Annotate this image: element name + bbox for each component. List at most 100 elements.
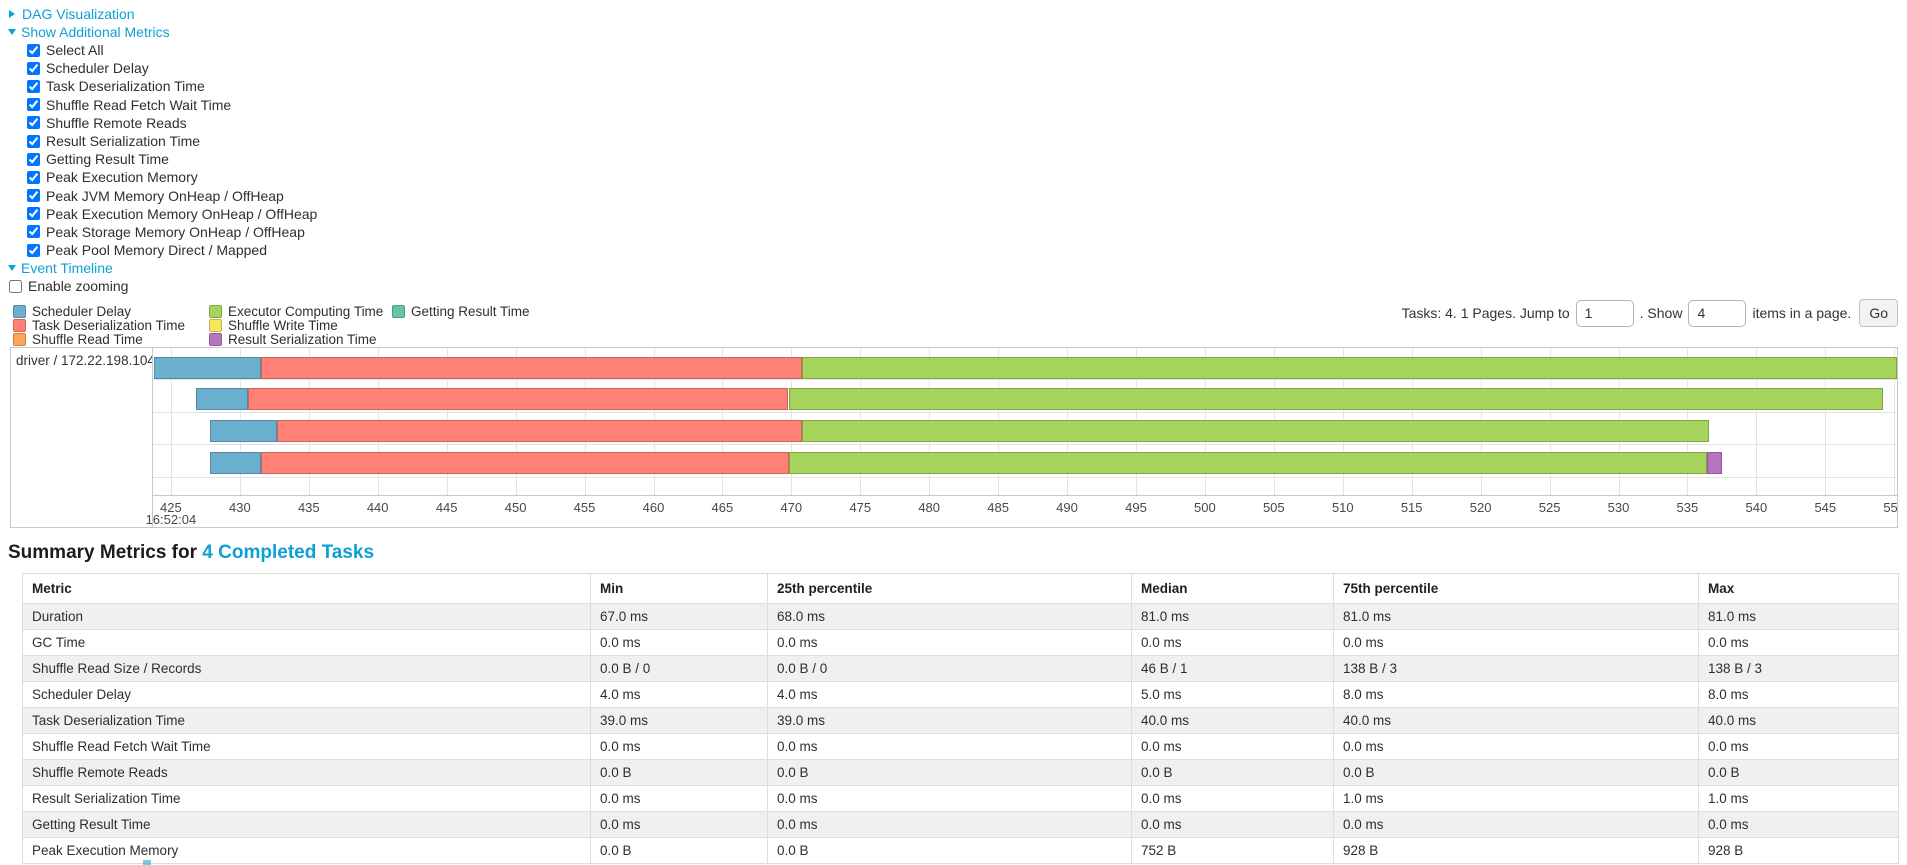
- metric-value-cell: 138 B / 3: [1698, 655, 1899, 682]
- axis-tick-label: 530: [1607, 500, 1630, 515]
- legend-item-executor_computing: Executor Computing Time: [209, 304, 392, 319]
- event-timeline-toggle[interactable]: Event Timeline: [8, 259, 317, 277]
- completed-tasks-link[interactable]: 4 Completed Tasks: [202, 542, 375, 563]
- metric-checkbox[interactable]: [27, 170, 40, 184]
- task-bar-segment-task_deserialization[interactable]: [277, 420, 803, 442]
- metric-checkbox[interactable]: [27, 225, 40, 239]
- task-bar-segment-scheduler_delay[interactable]: [209, 420, 278, 442]
- column-header: Min: [590, 573, 768, 604]
- metric-checkbox[interactable]: [27, 243, 40, 257]
- show-additional-metrics-link[interactable]: Show Additional Metrics: [21, 24, 170, 40]
- arrow-down-icon: [8, 265, 16, 272]
- show-additional-metrics-toggle[interactable]: Show Additional Metrics: [8, 23, 317, 41]
- enable-zooming-label: Enable zooming: [28, 278, 129, 295]
- task-bar-segment-scheduler_delay[interactable]: [195, 388, 249, 410]
- metric-name-cell: Shuffle Read Fetch Wait Time: [22, 733, 591, 760]
- axis-tick-label: 440: [366, 500, 389, 515]
- metric-option: Shuffle Read Fetch Wait Time: [27, 96, 317, 114]
- metric-value-cell: 0.0 B / 0: [590, 655, 768, 682]
- task-bar-segment-task_deserialization[interactable]: [260, 357, 803, 379]
- table-row: GC Time 0.0 ms 0.0 ms 0.0 ms 0.0 ms 0.0 ms: [22, 629, 1899, 656]
- metric-checkbox[interactable]: [27, 98, 40, 112]
- metric-name-cell: Result Serialization Time: [22, 785, 591, 812]
- legend-item-task_deserialization: Task Deserialization Time: [13, 318, 209, 333]
- legend-label: Result Serialization Time: [228, 332, 377, 347]
- metric-value-cell: 81.0 ms: [1698, 603, 1899, 630]
- task-bar-segment-executor_computing[interactable]: [802, 420, 1710, 442]
- metric-value-cell: 0.0 B: [1333, 759, 1699, 786]
- task-bar-segment-result_serialization[interactable]: [1706, 452, 1722, 474]
- metric-value-cell: 0.0 ms: [590, 785, 768, 812]
- metric-value-cell: 5.0 ms: [1131, 681, 1334, 708]
- metric-name-cell: GC Time: [22, 629, 591, 656]
- table-row: Shuffle Remote Reads 0.0 B 0.0 B 0.0 B 0.0 B…: [22, 759, 1899, 786]
- page-size-input[interactable]: [1688, 299, 1747, 327]
- metric-checkbox[interactable]: [27, 207, 40, 221]
- axis-tick-label: 540: [1745, 500, 1768, 515]
- enable-zooming-checkbox[interactable]: [9, 279, 22, 293]
- axis-tick-label: 450: [504, 500, 527, 515]
- metric-name-cell: Scheduler Delay: [22, 681, 591, 708]
- metric-value-cell: 8.0 ms: [1698, 681, 1899, 708]
- axis-tick-label: 455: [573, 500, 596, 515]
- legend-label: Shuffle Write Time: [228, 318, 338, 334]
- task-bar-segment-executor_computing[interactable]: [788, 452, 1707, 474]
- dag-visualization-toggle[interactable]: DAG Visualization: [8, 5, 317, 23]
- legend-column: Getting Result Time: [392, 304, 530, 346]
- task-bar-segment-task_deserialization[interactable]: [260, 452, 789, 474]
- result_serialization-swatch-icon: [209, 332, 222, 346]
- axis-tick-label: 525: [1538, 500, 1561, 515]
- metric-option: Scheduler Delay: [27, 59, 317, 77]
- axis-tick-label: 435: [297, 500, 320, 515]
- metric-checkbox[interactable]: [27, 189, 40, 203]
- go-button[interactable]: Go: [1859, 299, 1898, 327]
- metric-checkbox[interactable]: [27, 116, 40, 130]
- metric-checkbox[interactable]: [27, 152, 40, 166]
- metric-value-cell: 0.0 B: [590, 837, 768, 864]
- column-header: Max: [1698, 573, 1899, 604]
- gridline: [170, 348, 172, 495]
- metric-value-cell: 4.0 ms: [590, 681, 768, 708]
- jump-to-page-input[interactable]: [1575, 299, 1634, 327]
- task-bar-segment-scheduler_delay[interactable]: [154, 357, 261, 379]
- metric-option-label: Select All: [46, 42, 104, 59]
- axis-tick-label: 515: [1400, 500, 1423, 515]
- event-timeline-link[interactable]: Event Timeline: [21, 260, 113, 277]
- metric-value-cell: 0.0 ms: [767, 811, 1132, 838]
- legend-item-getting_result: Getting Result Time: [392, 304, 530, 319]
- metric-option: Result Serialization Time: [27, 132, 317, 150]
- metric-value-cell: 0.0 ms: [767, 785, 1132, 812]
- dag-visualization-link[interactable]: DAG Visualization: [22, 6, 135, 22]
- metric-checkbox[interactable]: [27, 79, 40, 93]
- task-bar-segment-executor_computing[interactable]: [802, 357, 1897, 379]
- axis-tick-label: 545: [1814, 500, 1837, 515]
- table-row: Result Serialization Time 0.0 ms 0.0 ms 0.0…: [22, 785, 1899, 812]
- task-bar-segment-scheduler_delay[interactable]: [209, 452, 261, 474]
- metric-value-cell: 0.0 ms: [1131, 733, 1334, 760]
- task-bar-segment-task_deserialization[interactable]: [248, 388, 789, 410]
- metric-value-cell: 0.0 ms: [1698, 629, 1899, 656]
- metric-option-label: Shuffle Read Fetch Wait Time: [46, 96, 232, 113]
- metric-checkbox[interactable]: [27, 134, 40, 148]
- metric-checkbox[interactable]: [27, 61, 40, 75]
- summary-heading-prefix: Summary Metrics for: [8, 542, 198, 563]
- metric-value-cell: 46 B / 1: [1131, 655, 1334, 682]
- metric-checkbox[interactable]: [27, 43, 40, 57]
- column-header: 25th percentile: [767, 573, 1132, 604]
- task-bar-segment-executor_computing[interactable]: [788, 388, 1884, 410]
- axis-tick-label: 535: [1676, 500, 1699, 515]
- axis-tick-label: 465: [711, 500, 734, 515]
- metric-value-cell: 81.0 ms: [1131, 603, 1334, 630]
- axis-tick-label: 490: [1056, 500, 1078, 515]
- column-header: Metric: [22, 573, 591, 604]
- metric-value-cell: 0.0 ms: [1131, 629, 1334, 656]
- gridline: [1756, 348, 1758, 495]
- metric-option: Peak Storage Memory OnHeap / OffHeap: [27, 223, 317, 241]
- metric-name-cell: Task Deserialization Time: [22, 707, 591, 734]
- metric-value-cell: 0.0 ms: [1131, 811, 1334, 838]
- shuffle_read-swatch-icon: [13, 332, 26, 346]
- metric-value-cell: 0.0 ms: [1698, 811, 1899, 838]
- getting_result-swatch-icon: [392, 305, 405, 319]
- metric-option: Peak Execution Memory: [27, 168, 317, 186]
